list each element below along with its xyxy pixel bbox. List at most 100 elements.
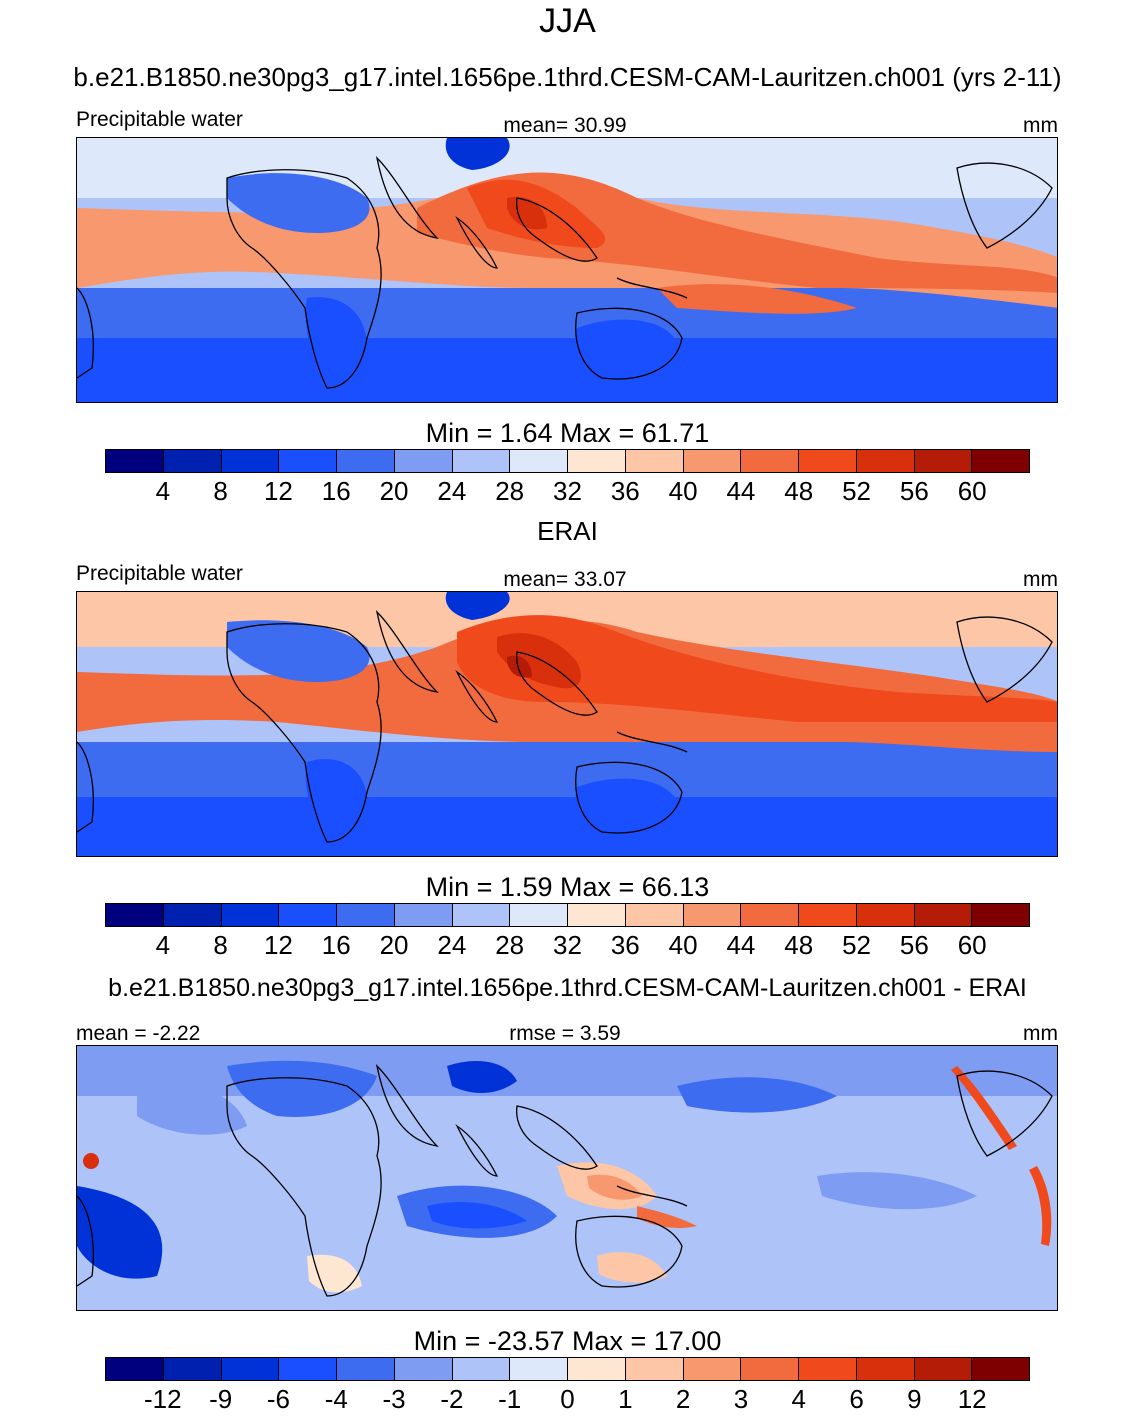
panel1-unit-label: mm (1023, 114, 1058, 137)
colorbar-swatch (452, 904, 511, 926)
colorbar-tick-label: 56 (899, 930, 929, 960)
colorbar-tick-label: -2 (440, 1384, 464, 1414)
colorbar-tick-label: 44 (726, 930, 756, 960)
colorbar-swatch (914, 450, 973, 472)
colorbar-tick-label: 44 (726, 476, 756, 506)
colorbar-swatch (279, 1358, 337, 1380)
panel3-minmax: Min = -23.57 Max = 17.00 (413, 1326, 722, 1356)
colorbar-tick-label: 3 (733, 1384, 749, 1414)
colorbar-tick-label: 9 (907, 1384, 922, 1414)
colorbar-swatch (568, 904, 626, 926)
colorbar-swatch (741, 1358, 799, 1380)
panel3-map-field (77, 1046, 1057, 1310)
colorbar-swatch (106, 450, 164, 472)
panel2-colorbar (105, 903, 1030, 927)
colorbar-tick-label: -3 (382, 1384, 406, 1414)
colorbar-tick-label: -4 (324, 1384, 348, 1414)
panel1-colorbar (105, 449, 1030, 473)
colorbar-swatch (683, 450, 742, 472)
colorbar-swatch (856, 1358, 915, 1380)
colorbar-swatch (106, 1358, 164, 1380)
panel3-map (76, 1045, 1058, 1311)
colorbar-tick-label: 20 (379, 476, 409, 506)
panel3-mean-label: mean = -2.22 (76, 1022, 201, 1045)
panel3-colorbar-ticks: -12 -9 -6 -4 -3 -2 -1 0 1 2 3 4 6 9 12 (105, 1384, 1030, 1414)
panel1-mean-label: mean= 30.99 (503, 114, 627, 137)
colorbar-tick-label: 20 (379, 930, 409, 960)
panel2-colorbar-ticks: 4 8 12 16 20 24 28 32 36 40 44 48 52 56 60 (105, 930, 1030, 960)
colorbar-tick-label: 40 (668, 476, 698, 506)
colorbar-tick-label: 48 (784, 930, 814, 960)
colorbar-tick-label: 24 (437, 930, 467, 960)
panel2-unit-label: mm (1023, 568, 1058, 591)
colorbar-tick-label: 8 (213, 930, 228, 960)
colorbar-swatch (337, 904, 395, 926)
colorbar-swatch (683, 1358, 742, 1380)
colorbar-swatch (741, 450, 799, 472)
figure-subtitle: b.e21.B1850.ne30pg3_g17.intel.1656pe.1th… (73, 62, 1062, 92)
colorbar-swatch (221, 1358, 280, 1380)
colorbar-swatch (394, 1358, 453, 1380)
colorbar-swatch (163, 450, 222, 472)
colorbar-swatch (914, 1358, 973, 1380)
colorbar-swatch (279, 904, 337, 926)
colorbar-swatch (221, 904, 280, 926)
colorbar-tick-label: 52 (842, 476, 872, 506)
panel3-rmse-label: rmse = 3.59 (509, 1022, 621, 1045)
colorbar-tick-label: 4 (155, 476, 171, 506)
colorbar-swatch (568, 450, 626, 472)
colorbar-swatch (510, 450, 568, 472)
colorbar-swatch (914, 904, 973, 926)
colorbar-tick-label: 32 (553, 930, 582, 960)
colorbar-tick-label: 32 (553, 476, 582, 506)
panel2-mean-label: mean= 33.07 (503, 568, 627, 591)
colorbar-swatch (741, 904, 799, 926)
colorbar-swatch (279, 450, 337, 472)
colorbar-swatch (163, 1358, 222, 1380)
colorbar-swatch (972, 450, 1029, 472)
panel2-minmax: Min = 1.59 Max = 66.13 (425, 872, 710, 902)
panel2-variable-label: Precipitable water (76, 562, 243, 585)
colorbar-tick-label: 12 (263, 476, 293, 506)
colorbar-tick-label: 2 (675, 1384, 691, 1414)
panel3-header: b.e21.B1850.ne30pg3_g17.intel.1656pe.1th… (108, 974, 1027, 1002)
colorbar-tick-label: 36 (610, 930, 640, 960)
colorbar-tick-label: -9 (209, 1384, 233, 1414)
colorbar-swatch (799, 1358, 857, 1380)
colorbar-swatch (221, 450, 280, 472)
panel1-map-field (77, 138, 1057, 402)
panel1-map (76, 137, 1058, 403)
colorbar-tick-label: 4 (155, 930, 171, 960)
panel3-unit-label: mm (1023, 1022, 1058, 1045)
colorbar-tick-label: 28 (495, 476, 525, 506)
colorbar-tick-label: 60 (957, 476, 987, 506)
colorbar-tick-label: 16 (321, 930, 351, 960)
colorbar-swatch (856, 450, 915, 472)
colorbar-tick-label: -12 (144, 1384, 182, 1414)
colorbar-tick-label: 6 (849, 1384, 864, 1414)
colorbar-swatch (337, 1358, 395, 1380)
colorbar-swatch (625, 1358, 684, 1380)
colorbar-swatch (510, 904, 568, 926)
colorbar-tick-label: 8 (213, 476, 228, 506)
colorbar-swatch (452, 450, 511, 472)
colorbar-swatch (106, 904, 164, 926)
colorbar-swatch (337, 450, 395, 472)
colorbar-tick-label: 48 (784, 476, 814, 506)
colorbar-tick-label: 4 (791, 1384, 806, 1414)
colorbar-swatch (510, 1358, 568, 1380)
colorbar-swatch (972, 1358, 1029, 1380)
colorbar-tick-label: 28 (495, 930, 525, 960)
figure-title: JJA (539, 2, 596, 40)
colorbar-swatch (856, 904, 915, 926)
colorbar-tick-label: 0 (560, 1384, 575, 1414)
colorbar-tick-label: 60 (957, 930, 987, 960)
panel1-colorbar-ticks: 4 8 12 16 20 24 28 32 36 40 44 48 52 56 60 (105, 476, 1030, 506)
colorbar-swatch (625, 450, 684, 472)
colorbar-swatch (799, 904, 857, 926)
panel1-variable-label: Precipitable water (76, 108, 243, 131)
panel2-map-field (77, 592, 1057, 856)
panel1-minmax: Min = 1.64 Max = 61.71 (425, 418, 710, 448)
colorbar-swatch (394, 904, 453, 926)
colorbar-tick-label: 1 (618, 1384, 633, 1414)
